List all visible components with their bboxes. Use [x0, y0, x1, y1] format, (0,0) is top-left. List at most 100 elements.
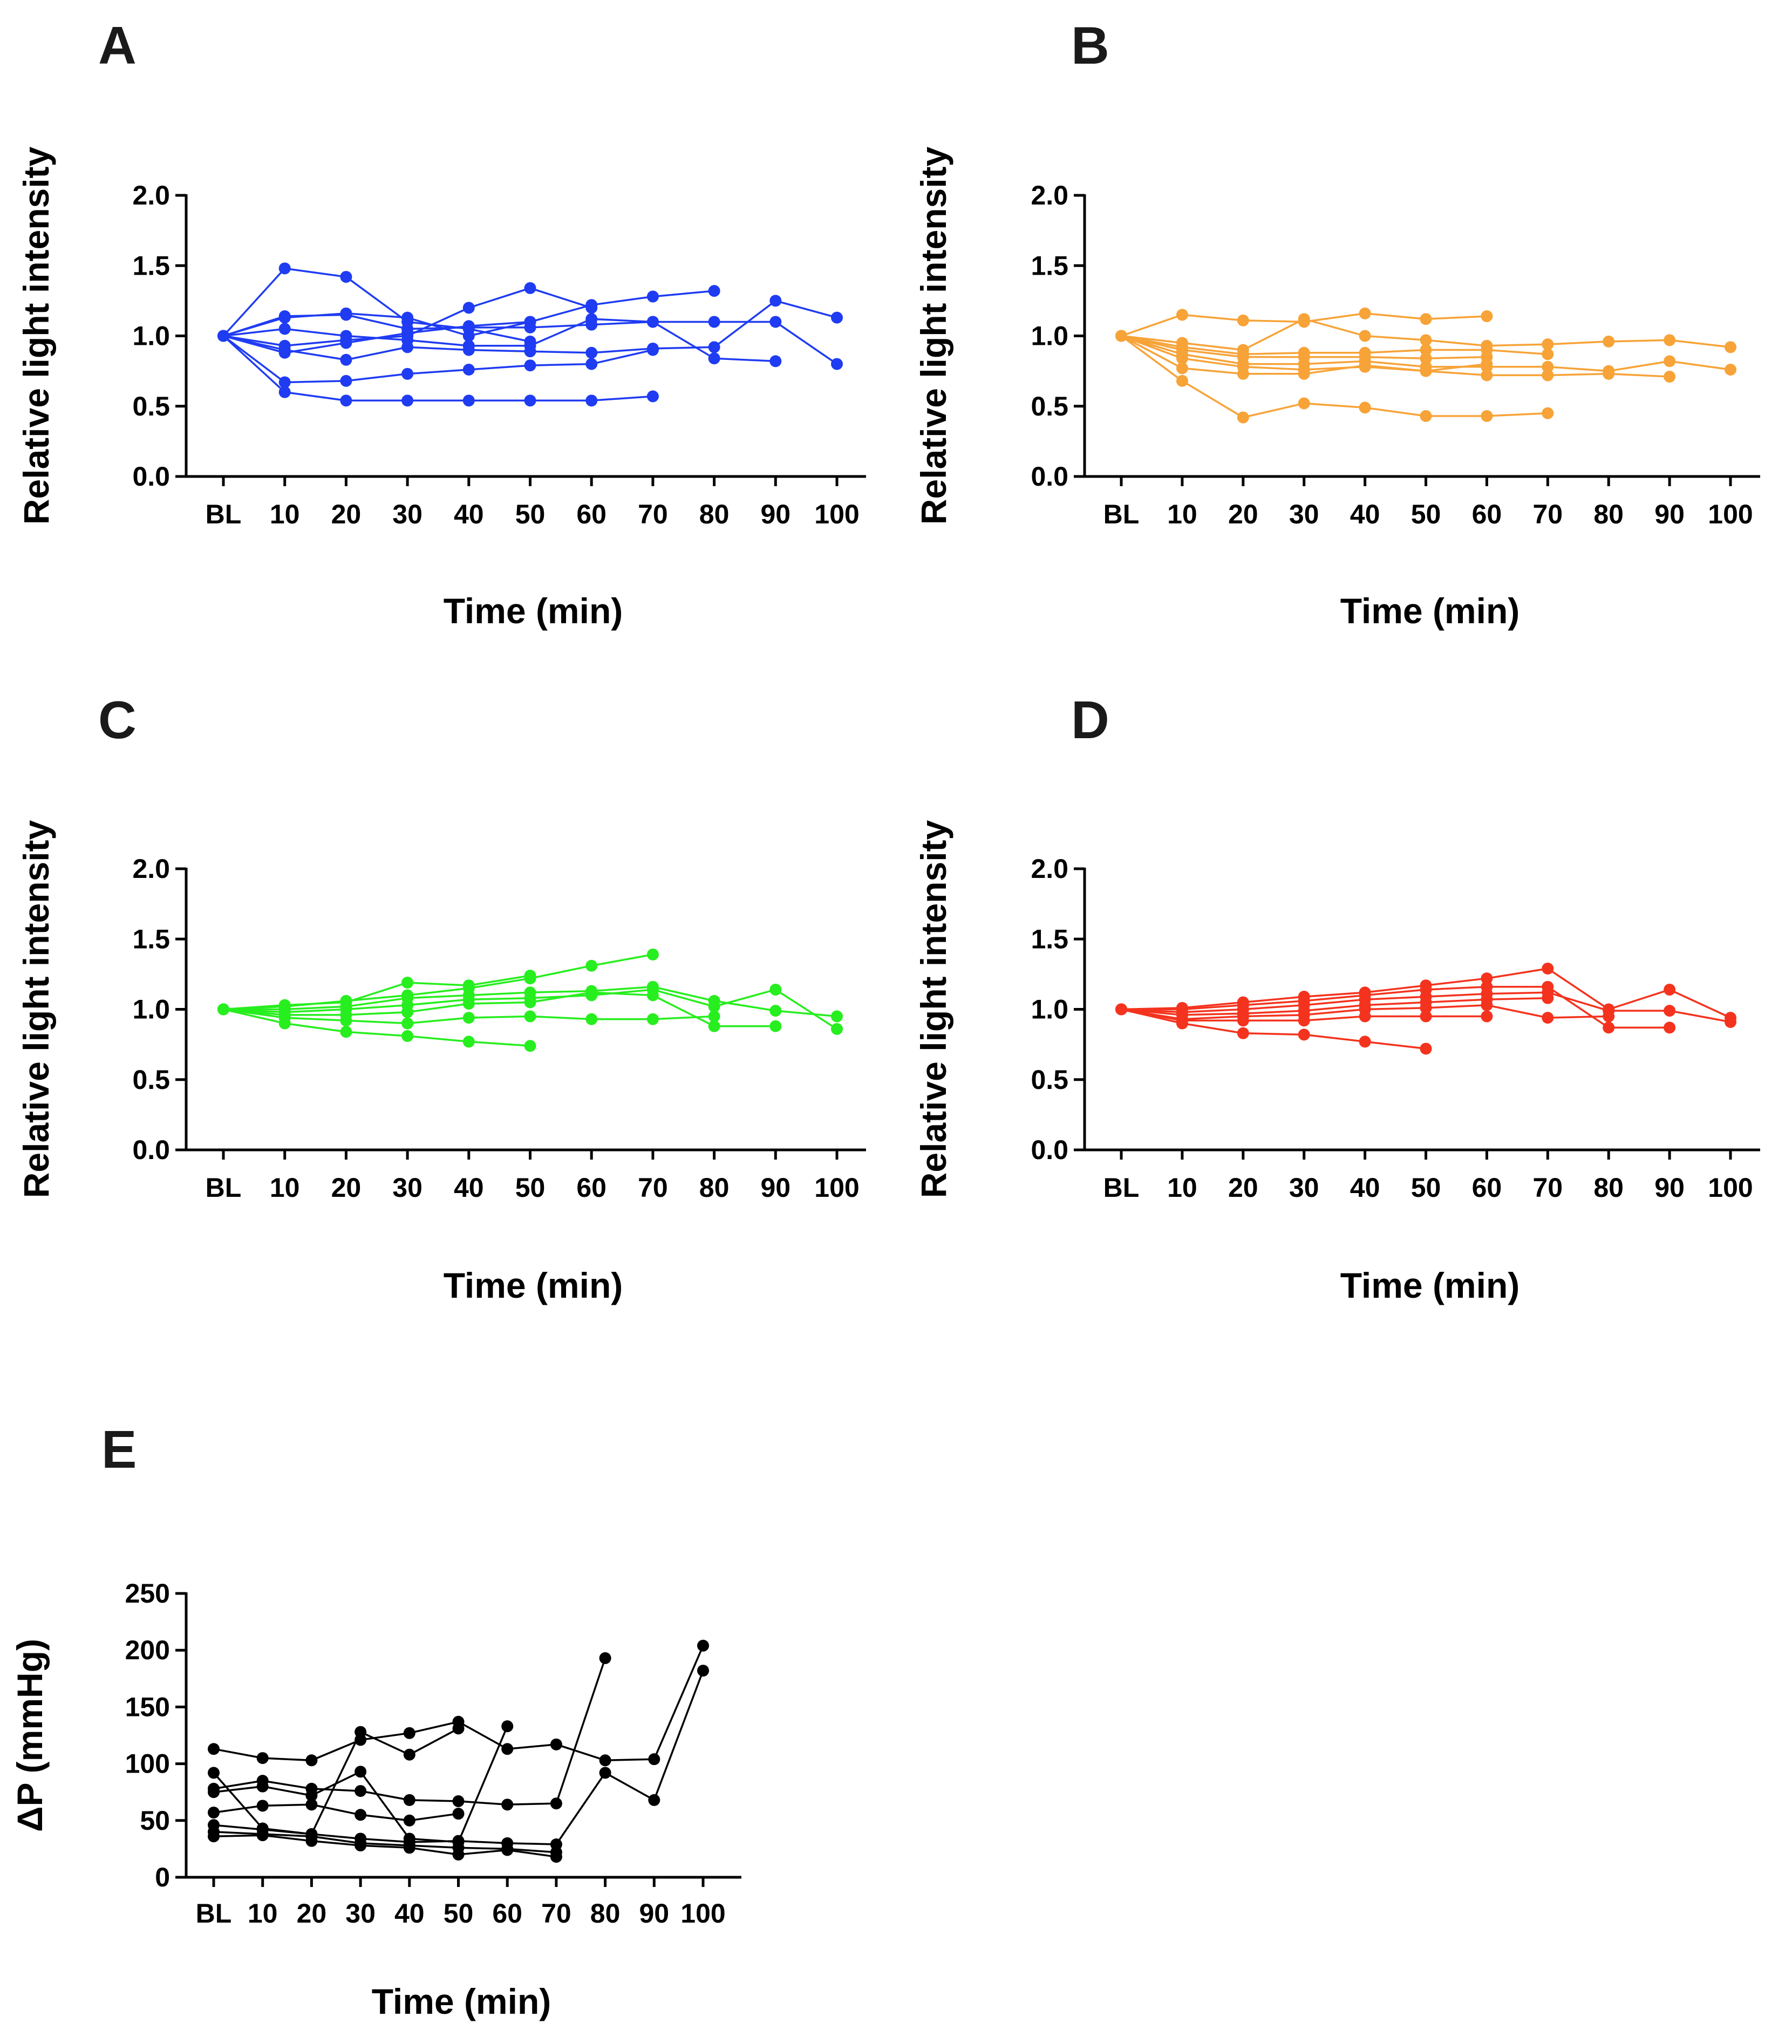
x-axis-title-e: Time (min) [372, 1981, 551, 2021]
data-point-c [524, 969, 536, 982]
data-point-a [401, 311, 414, 324]
data-point-a [585, 313, 598, 325]
y-tick-label-c: 2.0 [132, 854, 170, 884]
series-line-a [222, 267, 530, 343]
data-point-c [278, 1017, 291, 1030]
y-tick-label-e: 200 [125, 1635, 170, 1665]
data-point-c [401, 1017, 414, 1030]
data-point-a [340, 374, 352, 387]
panel-letter-c: C [98, 690, 137, 750]
x-axis-title-a: Time (min) [444, 591, 623, 631]
series-line-d [1121, 997, 1548, 1016]
data-point-b [1542, 369, 1554, 381]
data-point-b [1603, 335, 1615, 348]
data-point-d [1664, 984, 1676, 996]
x-tick-label-a: 10 [270, 499, 300, 529]
data-point-d [1237, 1027, 1249, 1039]
data-point-e [403, 1842, 415, 1854]
data-point-d [1420, 1010, 1432, 1023]
data-point-a [462, 330, 475, 342]
y-axis-title-c: Relative light intensity [16, 820, 56, 1198]
data-point-e [256, 1829, 269, 1842]
x-tick-label-e: 20 [297, 1898, 327, 1929]
data-point-c [401, 1006, 414, 1018]
series-line-a [222, 335, 653, 402]
x-tick-label-e: 30 [345, 1898, 376, 1929]
data-point-b [1664, 371, 1676, 383]
data-point-b [1176, 374, 1188, 387]
data-point-b [1481, 410, 1493, 422]
data-point-e [208, 1786, 220, 1798]
data-point-e [355, 1839, 367, 1852]
series-line-e [213, 1831, 557, 1854]
data-point-a [340, 271, 352, 283]
y-tick-label-a: 1.5 [132, 250, 170, 281]
y-axis-title-a: Relative light intensity [16, 146, 56, 524]
x-tick-label-b: 20 [1228, 499, 1258, 529]
data-point-e [355, 1809, 367, 1821]
data-point-d [1359, 1035, 1371, 1048]
data-point-b [1176, 352, 1188, 365]
data-point-e [305, 1754, 318, 1767]
x-tick-label-a: 90 [760, 499, 791, 529]
data-point-b [1725, 341, 1736, 353]
x-tick-label-d: 100 [1708, 1173, 1753, 1203]
x-tick-label-a: 100 [814, 499, 859, 529]
data-point-e [355, 1766, 367, 1778]
data-point-b [1359, 307, 1371, 319]
data-point-b [1298, 367, 1310, 380]
data-point-b [1359, 359, 1371, 372]
data-point-e [403, 1794, 415, 1806]
data-point-a [585, 302, 598, 314]
data-point-a [585, 394, 598, 407]
data-point-b [1420, 410, 1432, 422]
data-point-b [1115, 330, 1127, 342]
chart-c: 0.0 0.5 1.0 1.5 2.0 BL 10 20 30 40 50 60 70 80 90 100 Ti… [16, 820, 866, 1305]
data-point-d [1481, 999, 1493, 1011]
data-point-e [550, 1797, 562, 1810]
data-point-d [1664, 1021, 1676, 1034]
data-point-e [648, 1794, 660, 1806]
data-point-b [1481, 369, 1493, 381]
data-point-a [831, 358, 843, 370]
x-tick-label-a: 60 [576, 499, 607, 529]
data-point-a [524, 359, 536, 372]
data-point-a [278, 323, 291, 335]
data-point-d [1237, 1014, 1249, 1027]
data-point-c [646, 1013, 659, 1025]
x-tick-label-c: BL [206, 1173, 242, 1203]
data-point-c [831, 1010, 843, 1023]
x-tick-label-e: 100 [680, 1898, 725, 1929]
y-tick-label-e: 250 [125, 1578, 170, 1609]
data-point-d [1481, 972, 1493, 985]
x-tick-label-a: 80 [699, 499, 730, 529]
data-point-a [646, 290, 659, 303]
data-point-b [1420, 313, 1432, 325]
data-point-b [1664, 355, 1676, 367]
data-point-a [708, 352, 720, 365]
data-point-a [646, 390, 659, 403]
x-tick-label-d: BL [1103, 1173, 1140, 1203]
x-tick-label-d: 40 [1350, 1173, 1380, 1203]
data-point-a [524, 316, 536, 328]
y-tick-label-e: 0 [155, 1862, 170, 1892]
data-point-b [1542, 348, 1554, 360]
data-point-b [1359, 330, 1371, 342]
data-point-a [708, 316, 720, 328]
data-point-a [340, 330, 352, 342]
x-tick-label-b: 30 [1289, 499, 1319, 529]
x-tick-label-a: 50 [515, 499, 546, 529]
data-point-c [708, 1020, 720, 1032]
data-point-a [585, 346, 598, 359]
data-point-c [462, 1035, 475, 1048]
data-point-e [256, 1800, 269, 1812]
y-tick-label-d: 1.5 [1031, 924, 1068, 954]
data-point-a [401, 367, 414, 380]
series-line-e [213, 1834, 557, 1858]
data-point-b [1237, 411, 1249, 424]
x-tick-label-d: 80 [1593, 1173, 1624, 1203]
x-tick-label-a: BL [206, 499, 242, 529]
data-point-a [462, 339, 475, 352]
y-tick-label-a: 0.5 [132, 391, 170, 421]
x-axis-title-b: Time (min) [1340, 591, 1520, 631]
